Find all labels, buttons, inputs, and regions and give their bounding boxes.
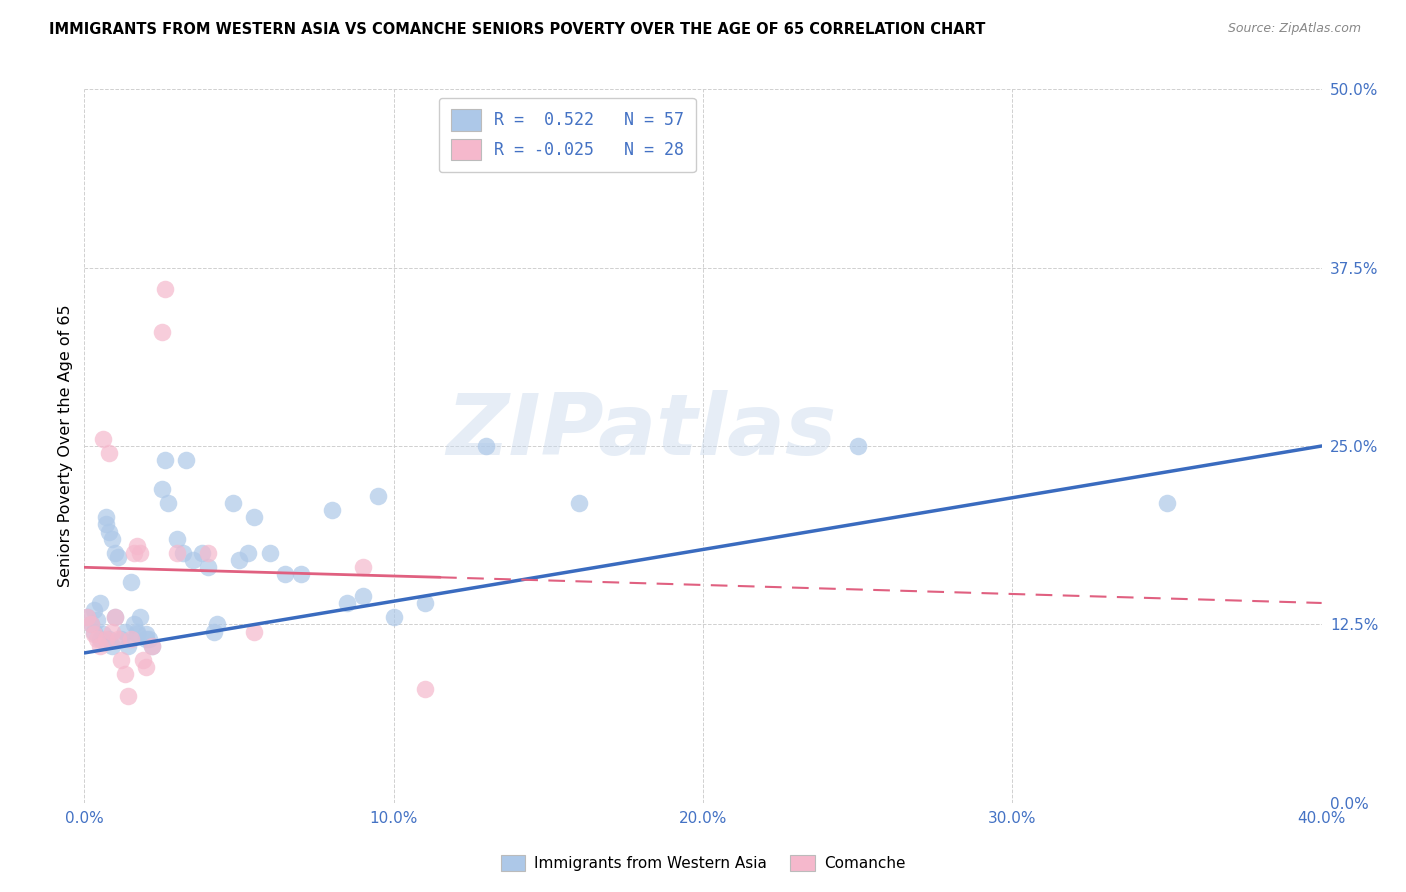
Point	[94, 510, 117, 524]
Point	[94, 517, 117, 532]
Text: Source: ZipAtlas.com: Source: ZipAtlas.com	[1227, 22, 1361, 36]
Point	[290, 567, 312, 582]
Point	[135, 627, 157, 641]
Point	[114, 667, 136, 681]
Point	[202, 624, 225, 639]
Point	[382, 610, 405, 624]
Point	[352, 589, 374, 603]
Point	[83, 624, 105, 639]
Point	[86, 613, 108, 627]
Point	[141, 639, 163, 653]
Point	[107, 550, 129, 565]
Point	[568, 496, 591, 510]
Point	[129, 610, 152, 624]
Point	[117, 639, 139, 653]
Point	[89, 596, 111, 610]
Point	[122, 617, 145, 632]
Point	[413, 681, 436, 696]
Point	[98, 524, 121, 539]
Point	[243, 624, 266, 639]
Point	[104, 610, 127, 624]
Point	[259, 546, 281, 560]
Point	[129, 546, 152, 560]
Point	[321, 503, 343, 517]
Point	[197, 546, 219, 560]
Point	[94, 632, 117, 646]
Point	[475, 439, 498, 453]
Point	[153, 453, 176, 467]
Point	[107, 632, 129, 646]
Point	[222, 496, 245, 510]
Point	[110, 632, 132, 646]
Point	[172, 546, 194, 560]
Point	[76, 610, 98, 624]
Point	[83, 603, 105, 617]
Point	[135, 660, 157, 674]
Point	[352, 560, 374, 574]
Point	[122, 546, 145, 560]
Point	[1156, 496, 1178, 510]
Point	[153, 282, 176, 296]
Legend: Immigrants from Western Asia, Comanche: Immigrants from Western Asia, Comanche	[495, 849, 911, 877]
Text: ZIPatlas: ZIPatlas	[446, 390, 837, 474]
Point	[104, 610, 127, 624]
Point	[101, 532, 124, 546]
Point	[125, 627, 148, 641]
Point	[135, 632, 157, 646]
Point	[86, 632, 108, 646]
Point	[846, 439, 869, 453]
Point	[110, 653, 132, 667]
Point	[125, 624, 148, 639]
Point	[91, 432, 114, 446]
Point	[166, 546, 188, 560]
Point	[83, 627, 105, 641]
Point	[125, 539, 148, 553]
Point	[101, 624, 124, 639]
Point	[98, 446, 121, 460]
Point	[336, 596, 359, 610]
Point	[207, 617, 229, 632]
Point	[89, 632, 111, 646]
Point	[117, 689, 139, 703]
Point	[166, 532, 188, 546]
Point	[413, 596, 436, 610]
Point	[228, 553, 250, 567]
Point	[79, 617, 101, 632]
Point	[150, 482, 173, 496]
Point	[120, 574, 142, 589]
Point	[367, 489, 389, 503]
Point	[243, 510, 266, 524]
Point	[191, 546, 214, 560]
Point	[76, 610, 98, 624]
Point	[176, 453, 198, 467]
Point	[98, 632, 121, 646]
Point	[101, 639, 124, 653]
Point	[238, 546, 260, 560]
Y-axis label: Seniors Poverty Over the Age of 65: Seniors Poverty Over the Age of 65	[58, 305, 73, 587]
Point	[104, 546, 127, 560]
Point	[274, 567, 297, 582]
Point	[138, 632, 160, 646]
Point	[114, 624, 136, 639]
Point	[132, 653, 155, 667]
Point	[89, 639, 111, 653]
Point	[150, 325, 173, 339]
Point	[197, 560, 219, 574]
Point	[181, 553, 204, 567]
Text: IMMIGRANTS FROM WESTERN ASIA VS COMANCHE SENIORS POVERTY OVER THE AGE OF 65 CORR: IMMIGRANTS FROM WESTERN ASIA VS COMANCHE…	[49, 22, 986, 37]
Point	[91, 627, 114, 641]
Point	[141, 639, 163, 653]
Point	[120, 632, 142, 646]
Point	[79, 617, 101, 632]
Point	[156, 496, 179, 510]
